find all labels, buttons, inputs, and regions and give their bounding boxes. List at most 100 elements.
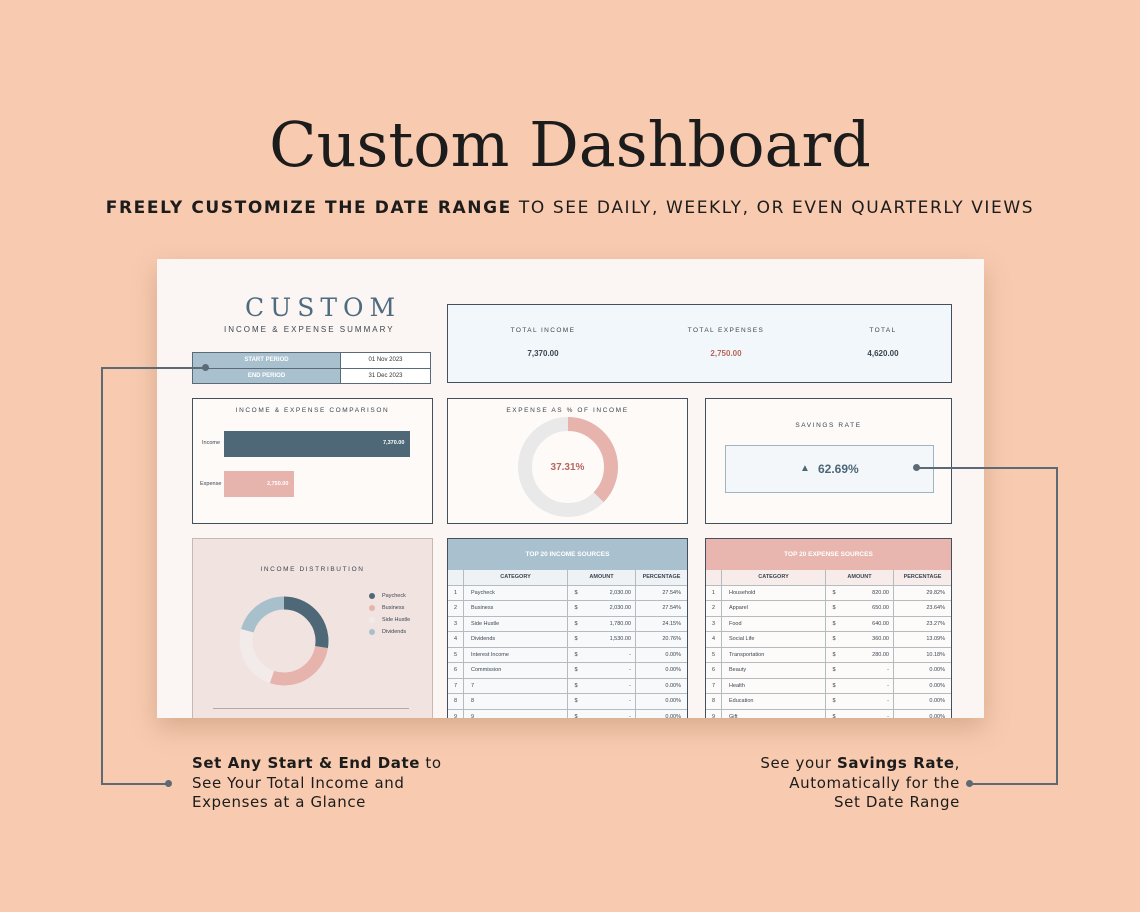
row-percentage: 0.00% — [929, 682, 945, 689]
callout-line-2: Automatically for the — [789, 773, 960, 792]
date-range-callout: Set Any Start & End Date to See Your Tot… — [192, 754, 442, 813]
row-number: 6 — [448, 663, 464, 678]
row-category: 9 — [464, 709, 568, 718]
row-amount: - — [842, 678, 894, 693]
table-row: 8 8 $ - 0.00% — [448, 694, 687, 710]
row-amount: - — [842, 663, 894, 678]
legend-item: Business — [369, 602, 410, 614]
income-sources-table: TOP 20 INCOME SOURCES CATEGORY AMOUNT PE… — [447, 538, 688, 718]
row-category: Interest Income — [464, 647, 568, 662]
row-amount: 1,530.00 — [584, 632, 636, 647]
row-number: 7 — [706, 678, 722, 693]
dashboard-sheet: CUSTOM INCOME & EXPENSE SUMMARY START PE… — [157, 259, 984, 718]
row-category: Health — [722, 678, 826, 693]
table-row: 6 Commission $ - 0.00% — [448, 663, 687, 679]
table-row: 3 Food $640.00 23.27% — [706, 616, 951, 632]
comparison-panel: INCOME & EXPENSE COMPARISON Income 7,370… — [192, 398, 433, 524]
callout-dot-start — [913, 464, 920, 471]
row-currency: $ — [574, 636, 578, 642]
income-distribution-title: INCOME DISTRIBUTION — [260, 566, 365, 573]
row-currency: $ — [574, 698, 578, 704]
row-currency: $ — [832, 667, 836, 673]
table-row: 2 Apparel $650.00 23.64% — [706, 601, 951, 617]
row-amount: 280.00 — [842, 647, 894, 662]
row-currency: $ — [832, 589, 836, 596]
end-period-label: END PERIOD — [193, 369, 341, 383]
total-expenses: TOTAL EXPENSES 2,750.00 — [656, 327, 796, 358]
row-number: 5 — [706, 647, 722, 662]
callout-line — [101, 367, 103, 785]
row-amount: - — [584, 647, 636, 662]
row-amount: - — [842, 694, 894, 709]
total-net-value: 4,620.00 — [867, 349, 899, 358]
row-percentage: 0.00% — [665, 667, 681, 673]
legend-dot-paycheck — [369, 593, 375, 599]
row-number: 2 — [448, 601, 464, 616]
legend-label: Business — [382, 605, 405, 611]
row-amount: - — [584, 694, 636, 709]
row-amount: 640.00 — [842, 616, 894, 631]
start-period-input[interactable]: 01 Nov 2023 — [341, 353, 430, 368]
donut-slice-business — [239, 596, 329, 686]
row-percentage: 0.00% — [665, 713, 681, 719]
row-number: 8 — [448, 694, 464, 709]
callout-line — [102, 367, 206, 369]
promo-subtitle: FREELY CUSTOMIZE THE DATE RANGE TO SEE D… — [0, 198, 1140, 218]
dashboard-subtitle: INCOME & EXPENSE SUMMARY — [224, 325, 395, 334]
savings-rate-panel: SAVINGS RATE ▲ 62.69% — [705, 398, 952, 524]
row-currency: $ — [574, 651, 578, 658]
callout-dot-end — [165, 780, 172, 787]
totals-panel: TOTAL INCOME 7,370.00 TOTAL EXPENSES 2,7… — [447, 304, 952, 383]
legend-item: Paycheck — [369, 590, 410, 602]
callout-rest: to — [420, 754, 442, 772]
row-amount: - — [842, 709, 894, 718]
row-currency: $ — [574, 620, 578, 627]
legend-label: Side Hustle — [382, 617, 411, 623]
expense-pct-ring-arc — [518, 417, 618, 517]
donut-slice-side-hustle — [239, 596, 329, 686]
table-row: 8 Education $ - 0.00% — [706, 694, 951, 710]
income-distribution-panel: INCOME DISTRIBUTION Paycheck Business Si… — [192, 538, 433, 718]
row-number: 2 — [706, 601, 722, 616]
callout-line-3: Expenses at a Glance — [192, 793, 367, 811]
legend-label: Paycheck — [382, 593, 406, 599]
promo-subtitle-bold: FREELY CUSTOMIZE THE DATE RANGE — [105, 198, 512, 218]
savings-rate-value: 62.69% — [818, 462, 859, 476]
row-number: 3 — [706, 616, 722, 631]
col-amount: AMOUNT — [568, 570, 636, 585]
row-currency: $ — [832, 713, 836, 719]
row-category: Business — [464, 601, 568, 616]
row-amount: - — [584, 663, 636, 678]
row-percentage: 27.54% — [662, 589, 681, 596]
row-percentage: 0.00% — [665, 651, 681, 658]
income-bar-label: Income — [202, 440, 221, 446]
expense-pct-panel: EXPENSE AS % OF INCOME 37.31% — [447, 398, 688, 524]
donut-slice-dividends — [239, 596, 329, 686]
table-row: 5 Interest Income $ - 0.00% — [448, 647, 687, 663]
row-percentage: 13.09% — [926, 636, 945, 642]
callout-line — [917, 467, 1057, 469]
expense-bar — [224, 471, 294, 497]
start-period-row: START PERIOD 01 Nov 2023 — [193, 353, 430, 368]
expense-table-body: 1 Household $820.00 29.82% 2 Apparel $650.00 23… — [706, 585, 951, 719]
total-income: TOTAL INCOME 7,370.00 — [473, 327, 613, 358]
income-bar — [224, 431, 410, 457]
row-percentage: 23.27% — [926, 620, 945, 627]
expense-table-title: TOP 20 EXPENSE SOURCES — [706, 539, 951, 570]
end-period-input[interactable]: 31 Dec 2023 — [341, 369, 430, 383]
row-currency: $ — [832, 682, 836, 689]
row-amount: - — [584, 678, 636, 693]
row-percentage: 0.00% — [929, 667, 945, 673]
expense-bar-label: Expense — [200, 481, 222, 487]
callout-bold: Set Any Start & End Date — [192, 754, 421, 772]
row-percentage: 23.64% — [926, 605, 945, 611]
income-bar-value: 7,370.00 — [383, 440, 405, 446]
legend-dot-business — [369, 605, 375, 611]
row-category: Apparel — [722, 601, 826, 616]
table-row: 5 Transportation $280.00 10.18% — [706, 647, 951, 663]
divider — [213, 708, 409, 709]
row-currency: $ — [832, 698, 836, 704]
row-category: Side Hustle — [464, 616, 568, 631]
expense-bar-value: 2,750.00 — [267, 481, 289, 487]
row-number: 7 — [448, 678, 464, 693]
